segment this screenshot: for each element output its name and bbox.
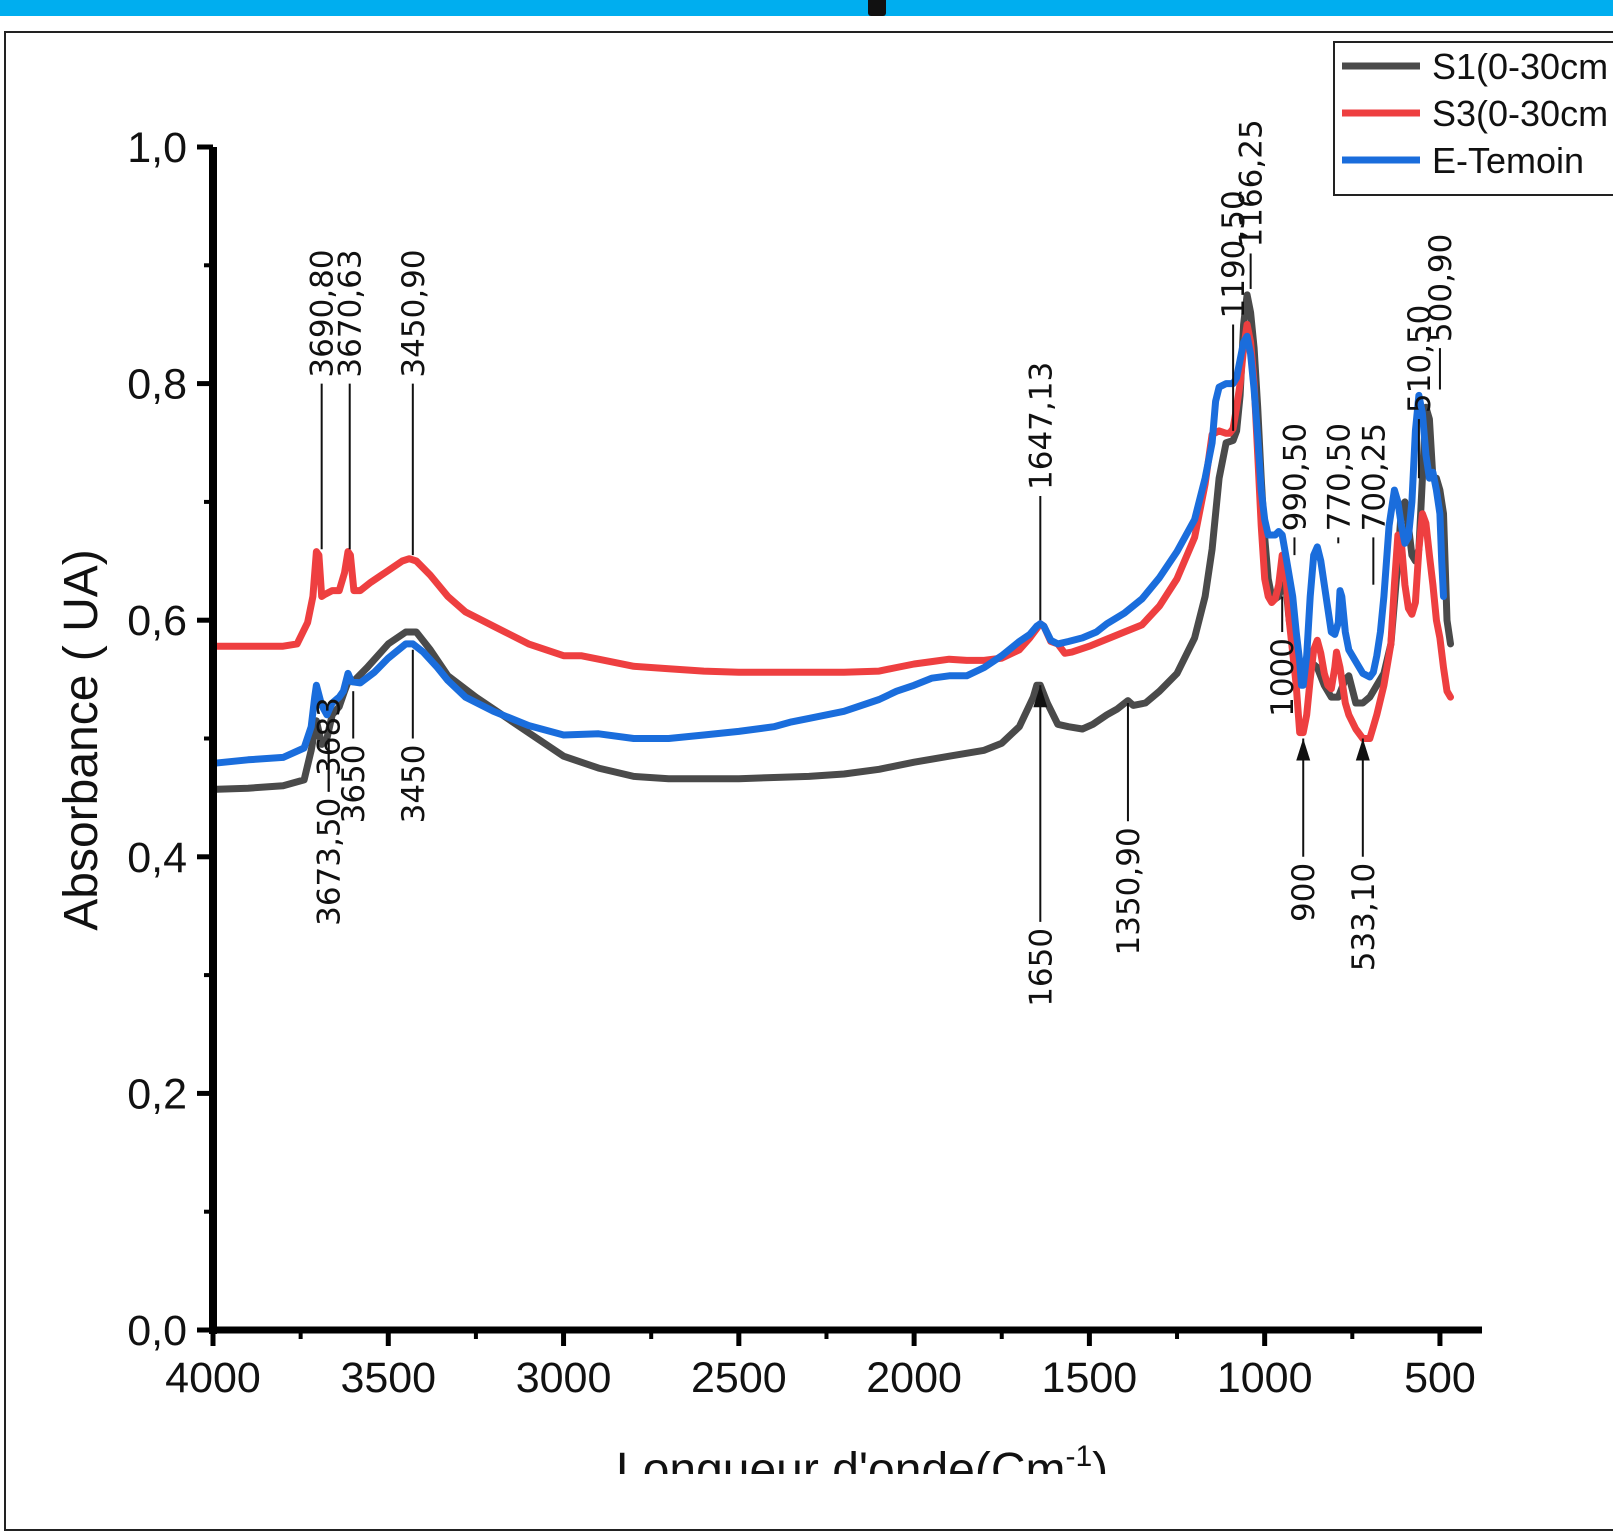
x-tick-label: 500 bbox=[1404, 1354, 1476, 1402]
peak-annotation-label: 3690,80 bbox=[305, 249, 341, 377]
y-tick-label: 0,6 bbox=[127, 597, 187, 645]
peak-annotation-label: 533,10 bbox=[1346, 863, 1382, 971]
x-axis-title: Longueur d'onde(Cm-1) bbox=[616, 1440, 1108, 1474]
peak-annotation-label: 3450 bbox=[396, 745, 432, 824]
series-line-1 bbox=[209, 291, 1454, 1334]
peak-annotation-label: 1650 bbox=[1023, 928, 1059, 1007]
peak-annotation-label: 3450,90 bbox=[396, 249, 432, 377]
y-tick-label: 0,4 bbox=[127, 834, 187, 882]
annotation-arrowhead bbox=[1296, 738, 1311, 761]
peak-annotation-label: 500,90 bbox=[1423, 234, 1459, 342]
x-tick-label: 2000 bbox=[866, 1354, 962, 1402]
peak-annotation-label: 3683 bbox=[312, 697, 348, 776]
series-layer bbox=[209, 291, 1454, 1334]
peak-annotation-label: 3673,50 bbox=[312, 798, 348, 926]
x-tick-label: 1000 bbox=[1217, 1354, 1313, 1402]
peak-annotation-label: 770,50 bbox=[1321, 423, 1357, 531]
y-tick-label: 0,2 bbox=[127, 1070, 187, 1118]
peak-annotation-label: 1190,50 bbox=[1216, 190, 1252, 318]
title-glyph-fragment bbox=[868, 0, 886, 16]
series-line-2 bbox=[209, 321, 1454, 1334]
peak-annotation-label: 700,25 bbox=[1356, 423, 1392, 531]
y-tick-label: 1,0 bbox=[127, 124, 187, 172]
peak-annotation-label: 3670,63 bbox=[333, 249, 369, 377]
legend-label: S3(0-30cm bbox=[1432, 93, 1608, 134]
x-axis-title-superscript: -1 bbox=[1065, 1440, 1092, 1473]
legend-label: S1(0-30cm bbox=[1432, 46, 1608, 87]
legend: S1(0-30cm S3(0-30cm E-Temoin bbox=[1333, 41, 1613, 196]
ticks-layer: 4000 3500 3000 2500 2000 1500 1000 500 0,0 0,2 0,4… bbox=[127, 124, 1476, 1402]
peak-annotation-label: 1166,25 bbox=[1234, 119, 1270, 247]
x-tick-label: 3000 bbox=[516, 1354, 612, 1402]
peak-annotation-label: 1350,90 bbox=[1111, 827, 1147, 955]
annotation-arrowhead bbox=[1355, 738, 1370, 761]
series-line-3 bbox=[209, 332, 1447, 1334]
peak-annotation-label: 3650 bbox=[336, 745, 372, 824]
x-tick-label: 2500 bbox=[691, 1354, 787, 1402]
y-tick-label: 0,8 bbox=[127, 361, 187, 409]
x-axis-title-main: Longueur d'onde(Cm bbox=[616, 1444, 1065, 1474]
x-axis-title-close: ) bbox=[1092, 1444, 1108, 1474]
x-tick-label: 4000 bbox=[165, 1354, 261, 1402]
annotation-arrowhead bbox=[1033, 685, 1048, 708]
peak-annotation-label: 510,50 bbox=[1402, 305, 1438, 413]
peak-annotation-label: 1000 bbox=[1265, 638, 1301, 717]
legend-label: E-Temoin bbox=[1432, 140, 1584, 181]
y-tick-label: 0,0 bbox=[127, 1307, 187, 1355]
y-axis-title: Absorbance ( UA) bbox=[55, 549, 108, 931]
peak-annotation-label: 1647,13 bbox=[1023, 362, 1059, 490]
top-banner-bar bbox=[0, 0, 1613, 16]
x-tick-label: 1500 bbox=[1042, 1354, 1138, 1402]
x-tick-label: 3500 bbox=[340, 1354, 436, 1402]
peak-annotation-label: 990,50 bbox=[1278, 423, 1314, 531]
peak-annotation-label: 900 bbox=[1286, 863, 1322, 922]
